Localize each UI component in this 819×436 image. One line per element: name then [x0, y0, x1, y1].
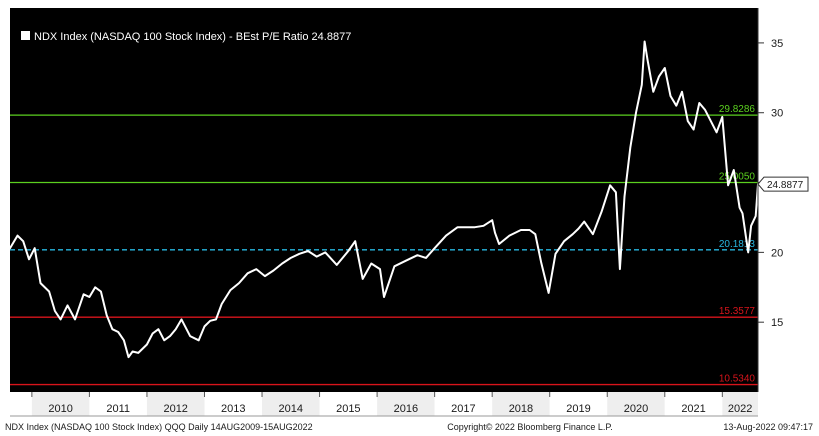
x-band-2022: [722, 392, 758, 416]
x-tick-label: 2017: [451, 403, 475, 415]
x-band-2010: [31, 392, 90, 416]
legend-label: NDX Index (NASDAQ 100 Stock Index) - BEs…: [34, 31, 351, 43]
x-band-2014: [262, 392, 320, 416]
x-tick-label: 2010: [48, 403, 72, 415]
x-axis-bands: [10, 392, 758, 417]
x-tick-label: 2020: [624, 403, 648, 415]
x-axis: 2010 2011 2012 2013 2014 2015 2016 2017 2018 2019…: [48, 403, 752, 415]
x-band-2016: [377, 392, 435, 416]
reference-label: 25.0050: [719, 171, 756, 182]
x-band-2021: [664, 392, 723, 416]
x-tick-label: 2012: [163, 403, 187, 415]
x-tick-label: 2015: [336, 403, 360, 415]
reference-label: 10.5340: [719, 374, 756, 385]
footer-timestamp: 13-Aug-2022 09:47:17: [723, 422, 813, 432]
x-band-2013: [204, 392, 263, 416]
x-tick-label: 2013: [221, 403, 245, 415]
x-band-2020: [607, 392, 665, 416]
x-tick-label: 2011: [106, 403, 130, 415]
reference-lines: 29.8286 25.0050 20.1813 15.3577 10.5340: [10, 104, 758, 386]
last-value-tag: [757, 176, 809, 192]
last-value-marker: 24.8877: [757, 176, 809, 192]
footer-copyright: Copyright© 2022 Bloomberg Finance L.P.: [447, 422, 613, 432]
legend-swatch: [21, 31, 30, 40]
y-tick-label: 15: [771, 317, 783, 329]
x-tick-label: 2016: [394, 403, 418, 415]
x-band-2018: [492, 392, 550, 416]
footer: NDX Index (NASDAQ 100 Stock Index) QQQ D…: [5, 422, 813, 432]
x-tick-label: 2021: [681, 403, 705, 415]
x-tick-label: 2018: [509, 403, 533, 415]
legend: NDX Index (NASDAQ 100 Stock Index) - BEs…: [21, 31, 351, 43]
y-tick-label: 30: [771, 108, 783, 120]
last-value-label: 24.8877: [767, 180, 804, 191]
x-band-2015: [319, 392, 378, 416]
x-band-2017: [434, 392, 493, 416]
x-band-2012: [146, 392, 205, 416]
x-band-2009: [10, 392, 32, 416]
y-tick-label: 20: [771, 247, 783, 259]
reference-label: 29.8286: [719, 104, 756, 115]
reference-label: 15.3577: [719, 306, 756, 317]
x-tick-label: 2014: [279, 403, 303, 415]
footer-left: NDX Index (NASDAQ 100 Stock Index) QQQ D…: [5, 422, 313, 432]
plot-background: [10, 8, 758, 392]
x-band-2019: [549, 392, 608, 416]
series-group: [9, 40, 759, 359]
reference-label: 20.1813: [719, 239, 756, 250]
x-tick-label: 2022: [728, 403, 752, 415]
x-tick-label: 2019: [566, 403, 590, 415]
y-axis: 1520253035: [757, 8, 783, 392]
series-line: [9, 40, 759, 359]
x-band-2011: [89, 392, 147, 416]
y-tick-label: 35: [771, 38, 783, 50]
